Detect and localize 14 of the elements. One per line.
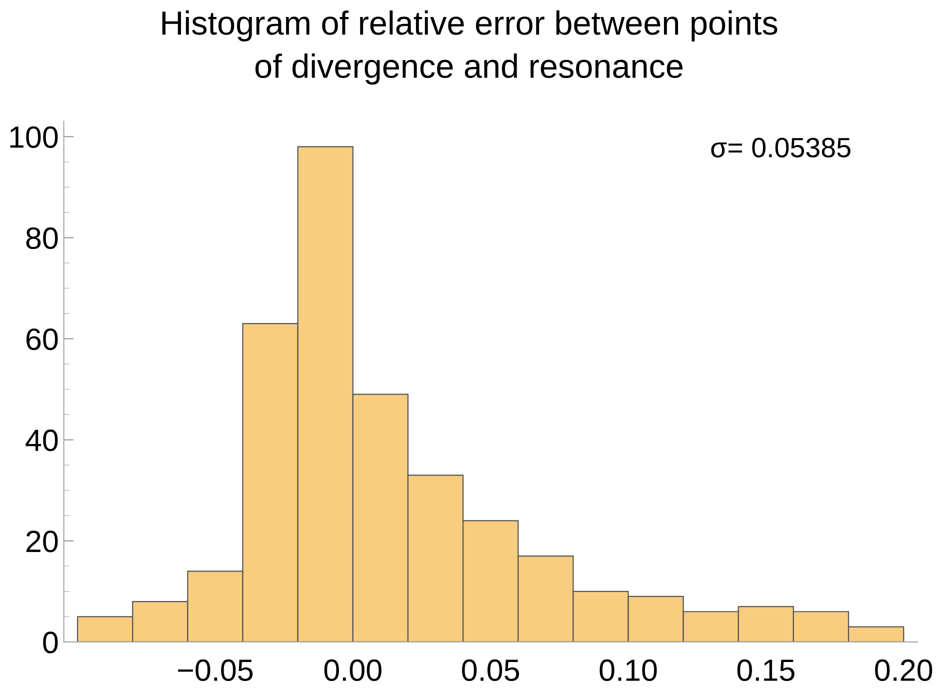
x-tick-label: 0.15 [737,659,794,682]
annotation: σ= 0.05385 [711,138,850,158]
x-tick-label: 0.10 [600,659,657,682]
chart-title: Histogram of relative error between points of divergence and resonance [162,10,778,85]
x-tick-label: 0.00 [324,659,382,682]
y-tick-label: 0 [43,632,58,654]
y-tick-label: 80 [26,227,58,250]
y-tick-label: 40 [26,430,58,452]
x-tick-label: 0.05 [462,659,520,682]
y-tick-label: 20 [26,530,58,552]
y-tick-label: 60 [26,328,58,350]
y-tick-label: 100 [10,126,58,148]
x-tick-label: 0.20 [875,659,932,682]
x-tick-label: −0.05 [178,659,253,682]
